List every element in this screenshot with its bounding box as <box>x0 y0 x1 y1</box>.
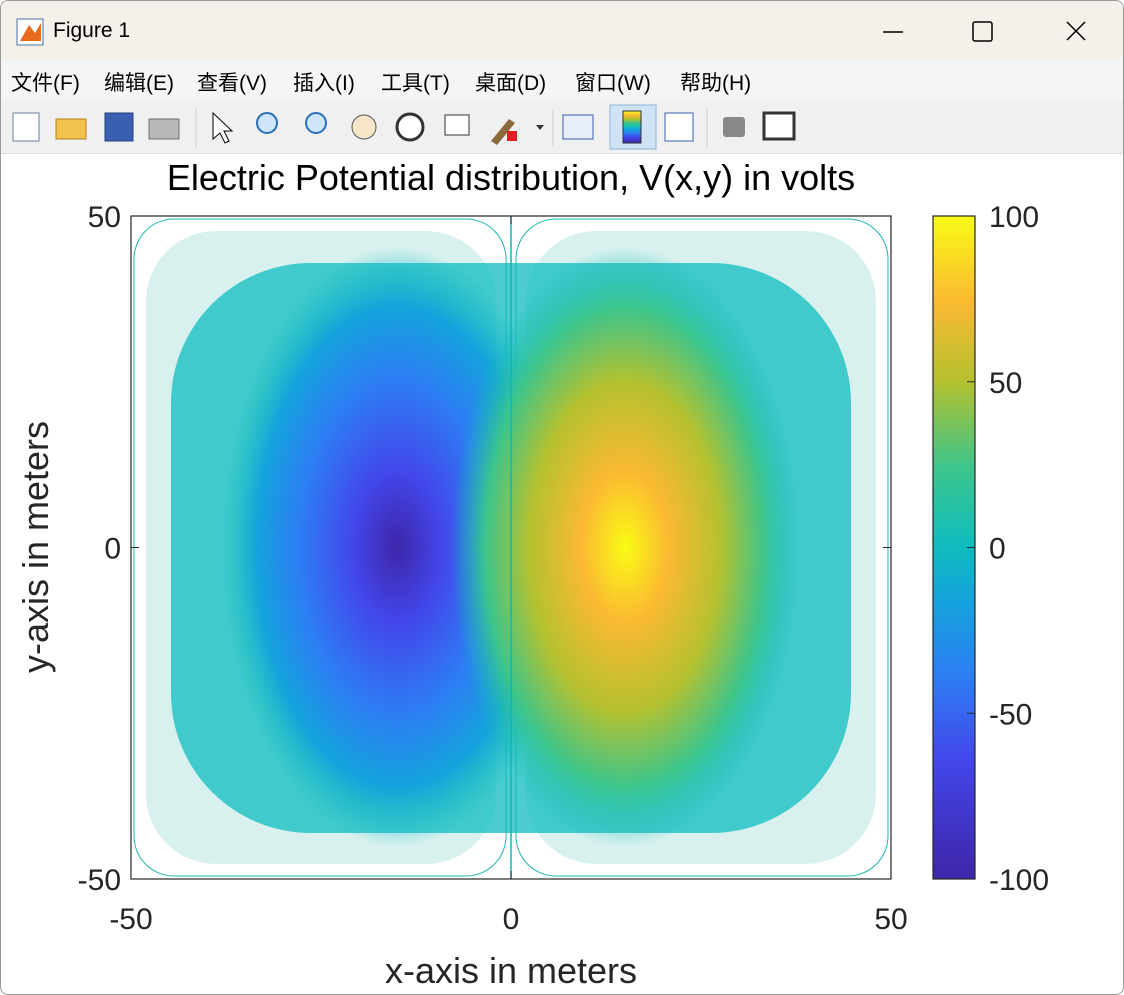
colorbar-icon <box>622 110 642 144</box>
colorbar-tick-label: 100 <box>989 201 1039 234</box>
menu-bar: 文件(F) 编辑(E) 查看(V) 插入(I) 工具(T) 桌面(D) 窗口(W) 帮助(H) <box>1 59 1123 101</box>
zoom-out-icon[interactable] <box>305 112 327 134</box>
select-icon[interactable] <box>212 111 234 144</box>
menu-item[interactable]: 窗口(W) <box>575 72 651 95</box>
link-icon[interactable] <box>562 114 594 140</box>
rotate-icon[interactable] <box>395 112 425 142</box>
y-axis-label: y-axis in meters <box>15 421 56 673</box>
toolbar-icons <box>12 104 796 150</box>
menu-item[interactable]: 查看(V) <box>197 72 267 95</box>
y-tick-label: 0 <box>104 533 121 566</box>
hide-tools-icon[interactable] <box>723 117 745 137</box>
x-tick-label: 0 <box>503 903 520 936</box>
colorbar-tick-label: -50 <box>989 698 1032 731</box>
x-tick-label: 50 <box>874 903 907 936</box>
zoom-in-icon[interactable] <box>256 112 278 134</box>
x-axis-label: x-axis in meters <box>385 950 637 991</box>
menu-item[interactable]: 帮助(H) <box>680 72 752 95</box>
open-icon[interactable] <box>55 118 87 140</box>
legend-icon[interactable] <box>664 112 694 142</box>
close-button[interactable] <box>1066 21 1086 41</box>
maximize-button[interactable] <box>972 21 993 42</box>
brush-color <box>507 131 517 141</box>
x-tick-label: -50 <box>109 903 152 936</box>
colorbar-tick-label: 50 <box>989 367 1022 400</box>
new-icon[interactable] <box>12 112 40 142</box>
title-bar: Figure 1 <box>1 1 1123 59</box>
colorbar-tick-label: -100 <box>989 864 1049 897</box>
toolbar <box>1 101 1123 154</box>
brush-icon[interactable] <box>491 119 515 145</box>
contour-field <box>133 216 889 879</box>
y-tick-label: -50 <box>78 864 121 897</box>
dock-icon[interactable] <box>762 111 796 141</box>
save-icon[interactable] <box>104 112 134 142</box>
menu-item[interactable]: 编辑(E) <box>104 72 174 95</box>
title-bar-icons <box>16 18 1086 46</box>
figure: Electric Potential distribution, V(x,y) … <box>15 157 1049 991</box>
y-tick-label: 50 <box>88 201 121 234</box>
print-icon[interactable] <box>148 118 180 140</box>
window-title: Figure 1 <box>53 19 131 42</box>
menu-item[interactable]: 插入(I) <box>293 72 355 95</box>
app-icon-logo <box>20 23 41 41</box>
positive-potential <box>450 247 800 847</box>
menu-item[interactable]: 文件(F) <box>11 72 80 95</box>
menu-item[interactable]: 桌面(D) <box>475 72 547 95</box>
colorbar-tick-label: 0 <box>989 533 1006 566</box>
brush-dropdown[interactable] <box>536 125 544 130</box>
datatip-icon[interactable] <box>444 114 470 136</box>
chart-title: Electric Potential distribution, V(x,y) … <box>167 157 855 198</box>
menu-item[interactable]: 工具(T) <box>381 72 450 95</box>
pan-icon[interactable] <box>351 114 377 140</box>
